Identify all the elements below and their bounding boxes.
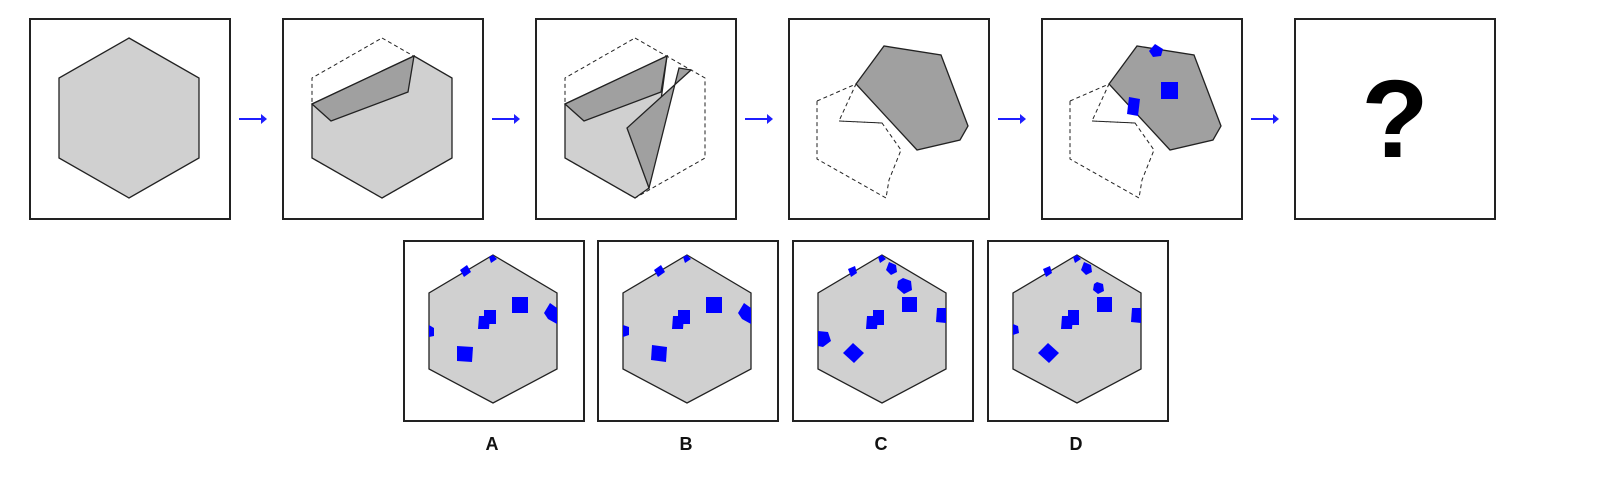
arrow-right-icon: [1251, 114, 1279, 124]
option-a-figure: [428, 254, 558, 404]
option-d-figure: [1012, 254, 1142, 404]
hole-icon: [544, 303, 557, 324]
step-5-panel: [1041, 18, 1243, 220]
punched-shape-figure: [1069, 44, 1222, 199]
hole-icon: [878, 255, 886, 263]
hole-icon: [623, 325, 629, 337]
arrow-right-icon: [745, 114, 773, 124]
option-b-figure: [622, 254, 752, 404]
first-fold-figure: [310, 37, 453, 199]
hole-icon: [654, 265, 665, 277]
step-2-panel: [282, 18, 484, 220]
hole-square-icon: [1068, 310, 1079, 325]
option-c-figure: [817, 254, 947, 404]
hole-square-icon: [672, 316, 684, 329]
hole-square-icon: [1097, 297, 1112, 312]
option-b-panel[interactable]: [597, 240, 779, 422]
hole-square-icon: [1131, 308, 1141, 323]
hole-square-icon: [457, 346, 473, 362]
question-mark: ?: [1361, 57, 1429, 181]
hole-icon: [1013, 324, 1019, 335]
hole-square-icon: [873, 310, 884, 325]
hole-pentagon-icon: [897, 278, 912, 294]
hole-square-icon: [1161, 82, 1178, 99]
hole-pentagon-icon: [886, 262, 897, 275]
option-a-label: A: [485, 434, 499, 454]
hole-square-icon: [706, 297, 722, 313]
hole-icon: [429, 325, 434, 337]
step-4-panel: [788, 18, 990, 220]
hole-square-icon: [478, 316, 490, 329]
hole-pentagon-icon: [818, 331, 831, 347]
hole-icon: [1043, 266, 1052, 277]
hole-square-icon: [936, 308, 946, 323]
hole-square-icon: [651, 345, 667, 362]
option-b-label: B: [679, 434, 693, 454]
hole-square-icon: [902, 297, 917, 312]
hole-icon: [1073, 255, 1081, 263]
second-fold-figure: [563, 37, 706, 199]
hole-icon: [848, 266, 857, 277]
hole-square-icon: [512, 297, 528, 313]
option-c-panel[interactable]: [792, 240, 974, 422]
arrow-right-icon: [492, 114, 520, 124]
step-3-panel: [535, 18, 737, 220]
arrow-right-icon: [998, 114, 1026, 124]
hole-square-icon: [1061, 316, 1073, 329]
option-c-label: C: [874, 434, 888, 454]
hole-pentagon-icon: [1149, 44, 1163, 57]
hole-pentagon-icon: [1093, 282, 1104, 294]
unfolded-hexagon-figure: [58, 37, 200, 199]
option-d-label: D: [1069, 434, 1083, 454]
hole-icon: [460, 265, 471, 277]
step-1-panel: [29, 18, 231, 220]
hole-square-icon: [866, 316, 878, 329]
option-d-panel[interactable]: [987, 240, 1169, 422]
hole-pentagon-icon: [1081, 262, 1092, 275]
hole-icon: [489, 255, 497, 263]
hole-square-icon: [1038, 343, 1059, 363]
hole-square-icon: [1127, 97, 1140, 116]
hole-icon: [738, 303, 751, 324]
arrow-right-icon: [239, 114, 267, 124]
hole-square-icon: [843, 343, 864, 363]
folded-shape-figure: [816, 45, 969, 199]
option-a-panel[interactable]: [403, 240, 585, 422]
hole-icon: [683, 255, 691, 263]
step-6-panel: ?: [1294, 18, 1496, 220]
